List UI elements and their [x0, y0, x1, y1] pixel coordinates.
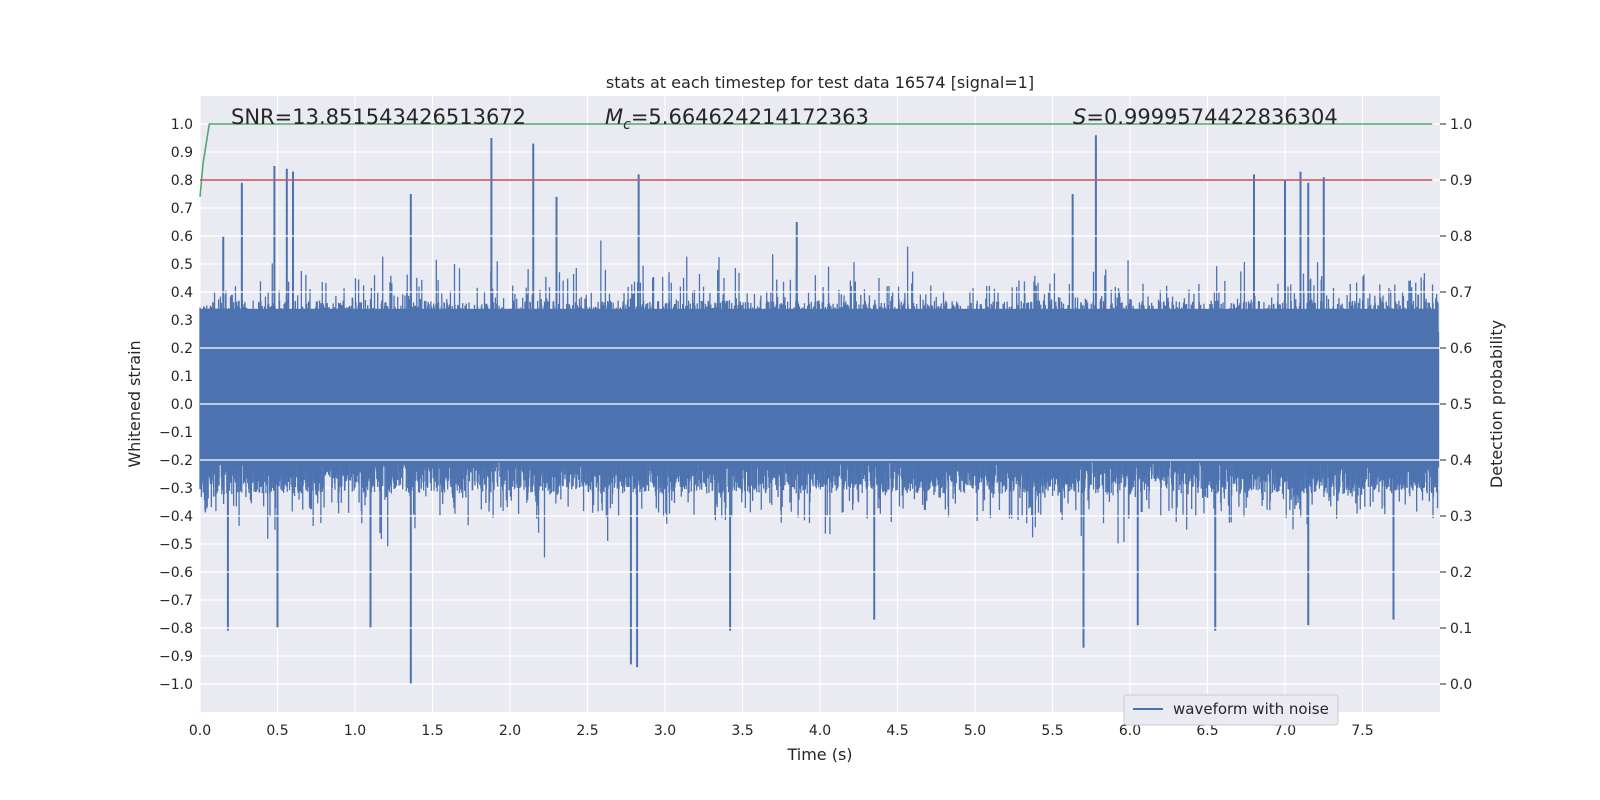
y-tick-label: 0.6 [171, 229, 193, 245]
y-tick-label: 0.8 [171, 173, 193, 189]
y2-tick-label: 0.6 [1450, 341, 1472, 357]
y2-tick-label: 0.9 [1450, 173, 1472, 189]
y2-tick-label: 0.5 [1450, 397, 1472, 413]
x-tick-label: 4.0 [809, 723, 831, 739]
y2-tick-label: 0.2 [1450, 565, 1472, 581]
y2-tick-label: 0.4 [1450, 453, 1472, 469]
y-tick-label: 0.5 [171, 257, 193, 273]
x-tick-label: 7.0 [1274, 723, 1296, 739]
x-tick-label: 6.5 [1196, 723, 1218, 739]
x-tick-label: 7.5 [1351, 723, 1373, 739]
x-tick-label: 1.0 [344, 723, 366, 739]
detection-probability-line [199, 123, 1433, 197]
x-tick-label: 3.5 [731, 723, 753, 739]
y-tick-label: 1.0 [171, 117, 193, 133]
x-tick-label: 2.5 [576, 723, 598, 739]
y-tick-label: −0.1 [159, 425, 193, 441]
y-tick-label: 0.7 [171, 201, 193, 217]
snr-annotation: SNR=13.851543426513672 [231, 105, 526, 129]
x-tick-label: 5.0 [964, 723, 986, 739]
legend-label: waveform with noise [1173, 700, 1329, 718]
y2-axis-ticks: 0.0 0.1 0.2 0.3 0.4 0.5 0.6 0.7 0.8 0.9 1.0 [1440, 117, 1472, 693]
detection-score-annotation: S=0.9999574422836304 [1073, 105, 1338, 129]
y-tick-label: −0.8 [159, 621, 193, 637]
probability-series [199, 123, 1433, 197]
y2-tick-label: 0.7 [1450, 285, 1472, 301]
y-tick-label: −0.3 [159, 481, 193, 497]
y2-tick-label: 1.0 [1450, 117, 1472, 133]
y-tick-label: 0.4 [171, 285, 193, 301]
y-tick-label: 0.0 [171, 397, 193, 413]
x-tick-label: 2.0 [499, 723, 521, 739]
y2-tick-label: 0.3 [1450, 509, 1472, 525]
chart-title: stats at each timestep for test data 165… [606, 73, 1034, 92]
y-tick-label: 0.9 [171, 145, 193, 161]
y2-tick-label: 0.0 [1450, 677, 1472, 693]
x-tick-label: 6.0 [1119, 723, 1141, 739]
y2-tick-label: 0.1 [1450, 621, 1472, 637]
y-tick-label: −0.9 [159, 649, 193, 665]
x-axis-ticks: 0.0 0.5 1.0 1.5 2.0 2.5 3.0 3.5 4.0 4.5 5.0 5.5 6.0 6… [189, 723, 1374, 739]
legend-box [1123, 694, 1339, 726]
waveform-core [200, 308, 1439, 460]
y-axis-label: Whitened strain [125, 340, 144, 467]
x-axis-label: Time (s) [786, 745, 852, 764]
x-tick-label: 5.5 [1041, 723, 1063, 739]
y-tick-label: 0.1 [171, 369, 193, 385]
legend: waveform with noise [1123, 694, 1339, 726]
waveform-series [199, 135, 1440, 684]
x-tick-label: 3.0 [654, 723, 676, 739]
y-tick-label: −0.7 [159, 593, 193, 609]
y-tick-label: −0.2 [159, 453, 193, 469]
y-tick-label: −0.6 [159, 565, 193, 581]
x-tick-label: 4.5 [886, 723, 908, 739]
y2-axis-label: Detection probability [1487, 320, 1506, 488]
x-tick-label: 0.5 [266, 723, 288, 739]
y-tick-label: −1.0 [159, 677, 193, 693]
y-tick-label: 0.2 [171, 341, 193, 357]
x-tick-label: 1.5 [421, 723, 443, 739]
y-tick-label: −0.5 [159, 537, 193, 553]
y-axis-ticks: −1.0 −0.9 −0.8 −0.7 −0.6 −0.5 −0.4 −0.3 −0.2 −0.1… [159, 117, 193, 693]
y-tick-label: −0.4 [159, 509, 193, 525]
chirp-mass-annotation: Mc=5.664624214172363 [605, 105, 869, 133]
y-tick-label: 0.3 [171, 313, 193, 329]
y2-tick-label: 0.8 [1450, 229, 1472, 245]
x-tick-label: 0.0 [189, 723, 211, 739]
